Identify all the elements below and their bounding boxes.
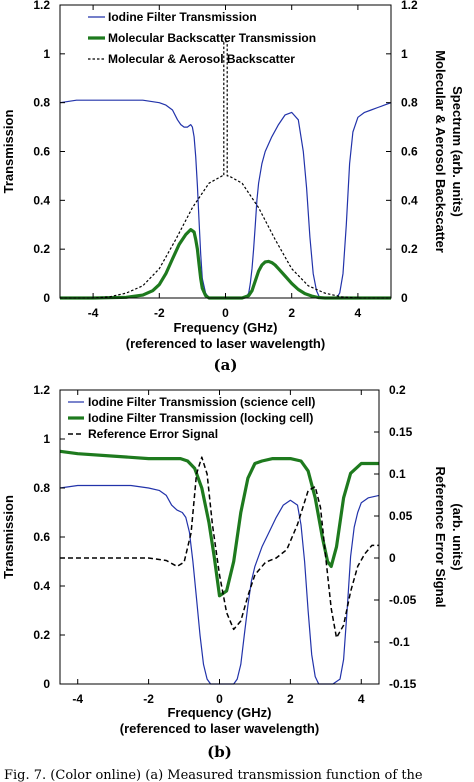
y-tick-label: 1.2 [33, 383, 50, 397]
series-line-3 [60, 456, 379, 639]
x-tick-label: 4 [355, 306, 362, 320]
y2-axis-label: Molecular & Aerosol Backscatter [433, 50, 448, 253]
y2-tick-label: 0.8 [401, 96, 418, 110]
x-axis-sublabel: (referenced to laser wavelength) [126, 336, 325, 351]
y-tick-label: 0 [43, 677, 50, 691]
y-tick-label: 0.8 [33, 96, 50, 110]
y-axis-label: Transmission [1, 495, 16, 579]
figure-caption: Fig. 7. (Color online) (a) Measured tran… [4, 768, 423, 782]
panel-label: (a) [214, 356, 238, 374]
y-tick-label: 1 [43, 47, 50, 61]
x-tick-label: 0 [222, 306, 229, 320]
x-tick-label: -4 [72, 692, 83, 706]
series-line-2 [60, 228, 391, 300]
y-tick-label: 1 [43, 432, 50, 446]
y-tick-label: 0.6 [33, 145, 50, 159]
y-tick-label: 0.6 [33, 530, 50, 544]
legend-label-3: Molecular & Aerosol Backscatter [108, 52, 295, 66]
series-line-3 [60, 40, 391, 299]
y2-tick-label: 0.15 [389, 425, 413, 439]
x-axis-label: Frequency (GHz) [173, 320, 277, 335]
chart-panel-a: -4 -2 0 2 4 0 0.2 0.4 0.6 0.8 1 1.2 0 0.2 0.4 0.6 0.8 1 1.… [1, 0, 465, 374]
legend-label-2: Iodine Filter Transmission (locking cell… [88, 411, 313, 425]
panel-label: (b) [207, 743, 232, 761]
y-tick-label: 0.4 [33, 193, 50, 207]
y-tick-label: 0.2 [33, 628, 50, 642]
y2-tick-label: 0.6 [401, 145, 418, 159]
y2-tick-label: -0.05 [389, 593, 417, 607]
y2-axis-sublabel: Spectrum (arb. units) [450, 86, 465, 217]
series-line-1 [59, 99, 392, 299]
y2-tick-label: -0.1 [389, 635, 410, 649]
x-axis-sublabel: (referenced to laser wavelength) [120, 721, 319, 736]
y2-tick-label: 0 [401, 291, 408, 305]
x-tick-label: -2 [143, 692, 154, 706]
x-axis-label: Frequency (GHz) [167, 705, 271, 720]
y2-tick-label: 0.2 [401, 242, 418, 256]
x-tick-label: -2 [154, 306, 165, 320]
y-tick-label: 0.8 [33, 481, 50, 495]
y2-axis-sublabel: (arb. units) [450, 503, 465, 570]
y2-tick-label: 0.05 [389, 509, 413, 523]
y-tick-label: 0 [43, 291, 50, 305]
y2-tick-label: 0 [389, 551, 396, 565]
legend-label-3: Reference Error Signal [88, 427, 218, 441]
x-tick-label: -4 [88, 306, 99, 320]
series-line-2 [59, 449, 379, 598]
y-tick-label: 1.2 [33, 0, 50, 12]
x-tick-label: 0 [216, 692, 223, 706]
y2-tick-label: 0.2 [389, 383, 406, 397]
y2-tick-label: 1 [401, 47, 408, 61]
legend-label-1: Iodine Filter Transmission (science cell… [88, 395, 315, 409]
y2-tick-label: -0.15 [389, 677, 417, 691]
y2-tick-label: 0.1 [389, 467, 406, 481]
plot-frame [59, 4, 392, 299]
series-line-1 [59, 484, 380, 685]
legend-label-1: Iodine Filter Transmission [108, 10, 257, 24]
legend-label-2: Molecular Backscatter Transmission [108, 31, 316, 45]
y2-tick-label: 0.4 [401, 193, 418, 207]
x-tick-label: 4 [358, 692, 365, 706]
y2-axis-label: Reference Error Signal [433, 467, 448, 608]
y-tick-label: 0.2 [33, 242, 50, 256]
chart-panel-b: -4 -2 0 2 4 0 0.2 0.4 0.6 0.8 1 1.2 -0.15 -0.1 -0.05 0 0… [1, 383, 465, 761]
y-tick-label: 0.4 [33, 579, 50, 593]
y-axis-label: Transmission [1, 110, 16, 194]
x-tick-label: 2 [287, 692, 294, 706]
y2-tick-label: 1.2 [401, 0, 418, 12]
x-tick-label: 2 [288, 306, 295, 320]
